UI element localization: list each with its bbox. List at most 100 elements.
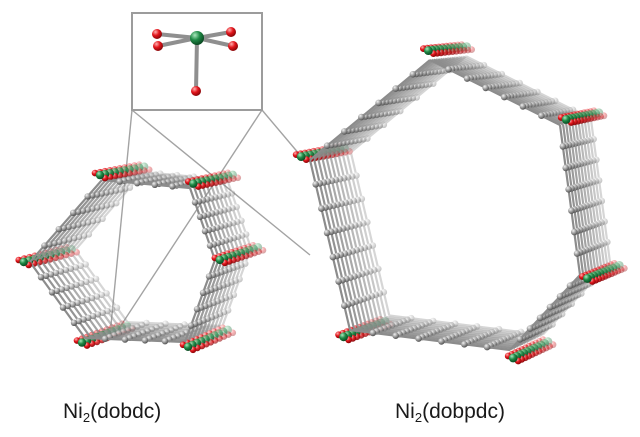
carbon-atom (94, 311, 102, 318)
carbon-atom (88, 294, 96, 302)
carbon-atom (116, 178, 123, 185)
inset-oxygen-atom (228, 41, 238, 51)
carbon-atom (519, 103, 527, 110)
carbon-atom (546, 303, 554, 311)
carbon-atom (92, 275, 100, 283)
carbon-atom (341, 128, 348, 135)
carbon-atom (335, 278, 342, 285)
carbon-atom (501, 93, 508, 101)
inset-oxygen-atom (153, 41, 163, 51)
carbon-atom (196, 213, 204, 220)
carbon-atom (93, 293, 101, 300)
carbon-atom (89, 312, 97, 320)
carbon-atom (78, 280, 85, 287)
carbon-atom (94, 216, 101, 224)
carbon-atom (99, 215, 106, 222)
caption-dobpdc: Ni2(dobpdc) (395, 400, 505, 425)
carbon-atom (37, 274, 45, 281)
carbon-atom (64, 302, 72, 310)
carbon-atom (565, 186, 572, 193)
carbon-atom (187, 322, 195, 329)
carbon-atom (312, 181, 320, 188)
carbon-atom (415, 335, 422, 342)
carbon-atom (108, 201, 115, 208)
carbon-atom (80, 232, 88, 239)
carbon-atom (323, 142, 331, 149)
pore-dobpdc (292, 41, 628, 365)
carbon-atom (438, 338, 445, 345)
inset-nickel-atom (190, 31, 204, 45)
carbon-atom (193, 306, 201, 313)
carbon-atom (55, 226, 62, 233)
carbon-atom (84, 193, 91, 200)
carbon-atom (573, 250, 581, 257)
nickel-atom (583, 274, 592, 283)
carbon-atom (205, 273, 213, 280)
carbon-atom (483, 343, 491, 351)
carbon-atom (201, 228, 209, 235)
carbon-atom (445, 66, 452, 73)
carbon-atom (161, 338, 169, 345)
inset-oxygen-atom (226, 27, 236, 37)
carbon-atom (571, 228, 578, 236)
carbon-atom (463, 75, 471, 82)
carbon-atom (41, 242, 48, 249)
carbon-atom (53, 287, 61, 295)
nickel-atom (296, 152, 306, 162)
carbon-atom (42, 272, 50, 279)
carbon-atom (392, 332, 400, 340)
carbon-atom (79, 298, 86, 305)
carbon-atom (191, 199, 199, 206)
nickel-atom (424, 46, 433, 55)
carbon-atom (77, 262, 84, 269)
carbon-atom (59, 304, 67, 311)
carbon-atom (84, 296, 91, 303)
carbon-atom (358, 113, 365, 121)
carbon-atom (538, 112, 545, 119)
carbon-atom (566, 282, 574, 290)
inset-oxygen-atom (191, 86, 201, 96)
carbon-atom (113, 200, 120, 207)
carbon-atom (62, 266, 69, 274)
carbon-atom (369, 329, 377, 337)
carbon-atom (323, 229, 331, 237)
carbon-atom (461, 341, 468, 348)
carbon-atom (69, 301, 76, 308)
inset-oxygen-atom (152, 29, 162, 39)
carbon-atom (559, 143, 567, 150)
carbon-atom (375, 99, 382, 107)
carbon-atom (341, 302, 348, 310)
carbon-atom (70, 209, 77, 216)
carbon-atom (82, 261, 89, 268)
carbon-atom (409, 71, 417, 78)
pore-dobdc (15, 161, 267, 354)
coordination-inset (131, 12, 263, 111)
carbon-atom (52, 269, 60, 277)
carbon-atom (83, 278, 90, 286)
carbon-atom (562, 164, 569, 172)
carbon-atom (329, 253, 337, 261)
carbon-atom (392, 85, 400, 92)
carbon-atom (169, 183, 176, 190)
nickel-atom (215, 255, 224, 265)
carbon-atom (536, 314, 544, 322)
carbon-atom (68, 283, 75, 290)
carbon-atom (70, 319, 78, 326)
carbon-atom (318, 205, 325, 212)
carbon-atom (103, 290, 110, 297)
carbon-atom (74, 299, 81, 306)
carbon-atom (88, 277, 95, 284)
nickel-atom (19, 257, 28, 267)
carbon-atom (556, 293, 564, 300)
carbon-atom (73, 281, 80, 289)
carbon-atom (101, 335, 109, 342)
carbon-atom (67, 265, 75, 272)
carbon-atom (516, 336, 524, 343)
carbon-atom (48, 289, 56, 296)
nickel-atom (339, 332, 348, 342)
carbon-atom (47, 271, 55, 278)
carbon-atom (113, 304, 121, 311)
carbon-atom (57, 268, 65, 275)
nickel-atom (183, 342, 193, 351)
